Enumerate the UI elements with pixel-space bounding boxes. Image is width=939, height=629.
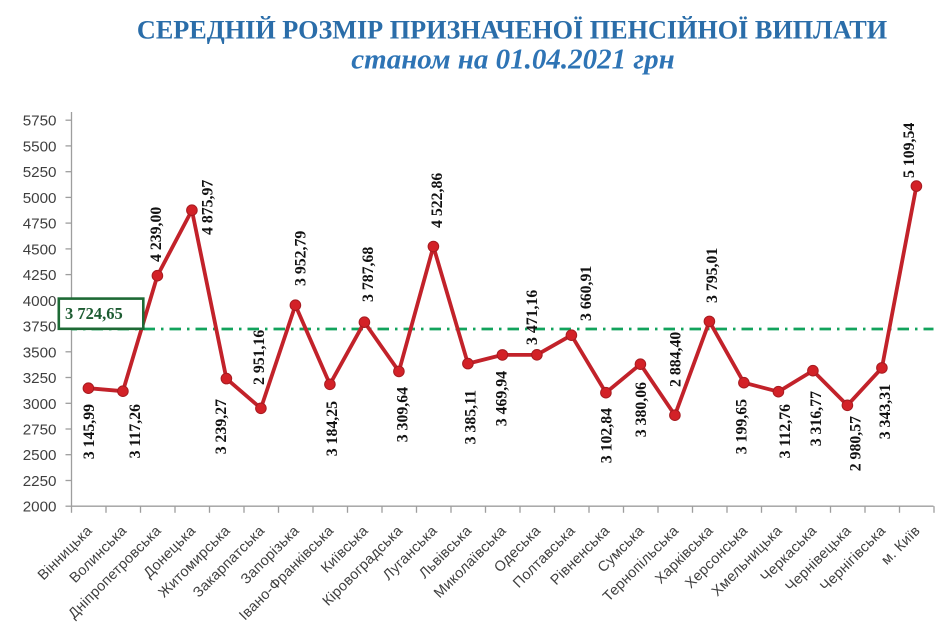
svg-text:5750: 5750	[23, 113, 57, 130]
svg-text:4 239,00: 4 239,00	[148, 207, 165, 262]
svg-text:4 875,97: 4 875,97	[200, 180, 217, 235]
svg-text:5500: 5500	[23, 138, 57, 155]
svg-text:5250: 5250	[23, 164, 57, 181]
svg-text:3 380,06: 3 380,06	[633, 382, 650, 437]
svg-text:3 343,31: 3 343,31	[877, 384, 894, 439]
svg-text:3 145,99: 3 145,99	[81, 404, 98, 459]
svg-text:3 117,26: 3 117,26	[127, 404, 144, 459]
svg-text:3 660,91: 3 660,91	[578, 266, 595, 321]
svg-text:3 102,84: 3 102,84	[599, 408, 616, 463]
svg-text:3 309,64: 3 309,64	[395, 387, 412, 442]
svg-text:3750: 3750	[23, 319, 57, 336]
svg-text:3500: 3500	[23, 344, 57, 361]
svg-text:2000: 2000	[23, 499, 57, 516]
svg-text:4750: 4750	[23, 216, 57, 233]
svg-text:3 471,16: 3 471,16	[524, 290, 541, 345]
svg-text:2500: 2500	[23, 447, 57, 464]
svg-text:3250: 3250	[23, 370, 57, 387]
svg-text:3 385,11: 3 385,11	[463, 390, 480, 445]
svg-text:2 980,57: 2 980,57	[848, 416, 865, 471]
svg-text:2250: 2250	[23, 473, 57, 490]
svg-text:4500: 4500	[23, 241, 57, 258]
svg-text:4000: 4000	[23, 293, 57, 310]
svg-text:3 316,77: 3 316,77	[808, 391, 825, 446]
svg-text:2750: 2750	[23, 421, 57, 438]
svg-text:3 724,65: 3 724,65	[65, 304, 123, 323]
svg-text:4 522,86: 4 522,86	[429, 173, 446, 228]
svg-text:5000: 5000	[23, 190, 57, 207]
svg-text:2 884,40: 2 884,40	[668, 332, 685, 387]
svg-text:3 199,65: 3 199,65	[734, 399, 751, 454]
svg-text:3000: 3000	[23, 396, 57, 413]
svg-text:3 952,79: 3 952,79	[292, 231, 309, 286]
svg-text:2 951,16: 2 951,16	[251, 330, 268, 385]
svg-text:4250: 4250	[23, 267, 57, 284]
svg-text:3 787,68: 3 787,68	[360, 247, 377, 302]
svg-text:3 469,94: 3 469,94	[494, 371, 511, 426]
svg-text:5 109,54: 5 109,54	[901, 123, 918, 178]
svg-text:3 239,27: 3 239,27	[213, 399, 230, 454]
svg-text:3 184,25: 3 184,25	[324, 401, 341, 456]
svg-text:3 112,76: 3 112,76	[777, 404, 794, 459]
svg-text:3 795,01: 3 795,01	[704, 248, 721, 303]
svg-text:станом на 01.04.2021 грн: станом на 01.04.2021 грн	[351, 44, 674, 76]
svg-text:м. Київ: м. Київ	[878, 523, 923, 568]
svg-text:СЕРЕДНІЙ РОЗМІР ПРИЗНАЧЕНОЇ ПЕ: СЕРЕДНІЙ РОЗМІР ПРИЗНАЧЕНОЇ ПЕНСІЙНОЇ ВИ…	[137, 16, 887, 45]
